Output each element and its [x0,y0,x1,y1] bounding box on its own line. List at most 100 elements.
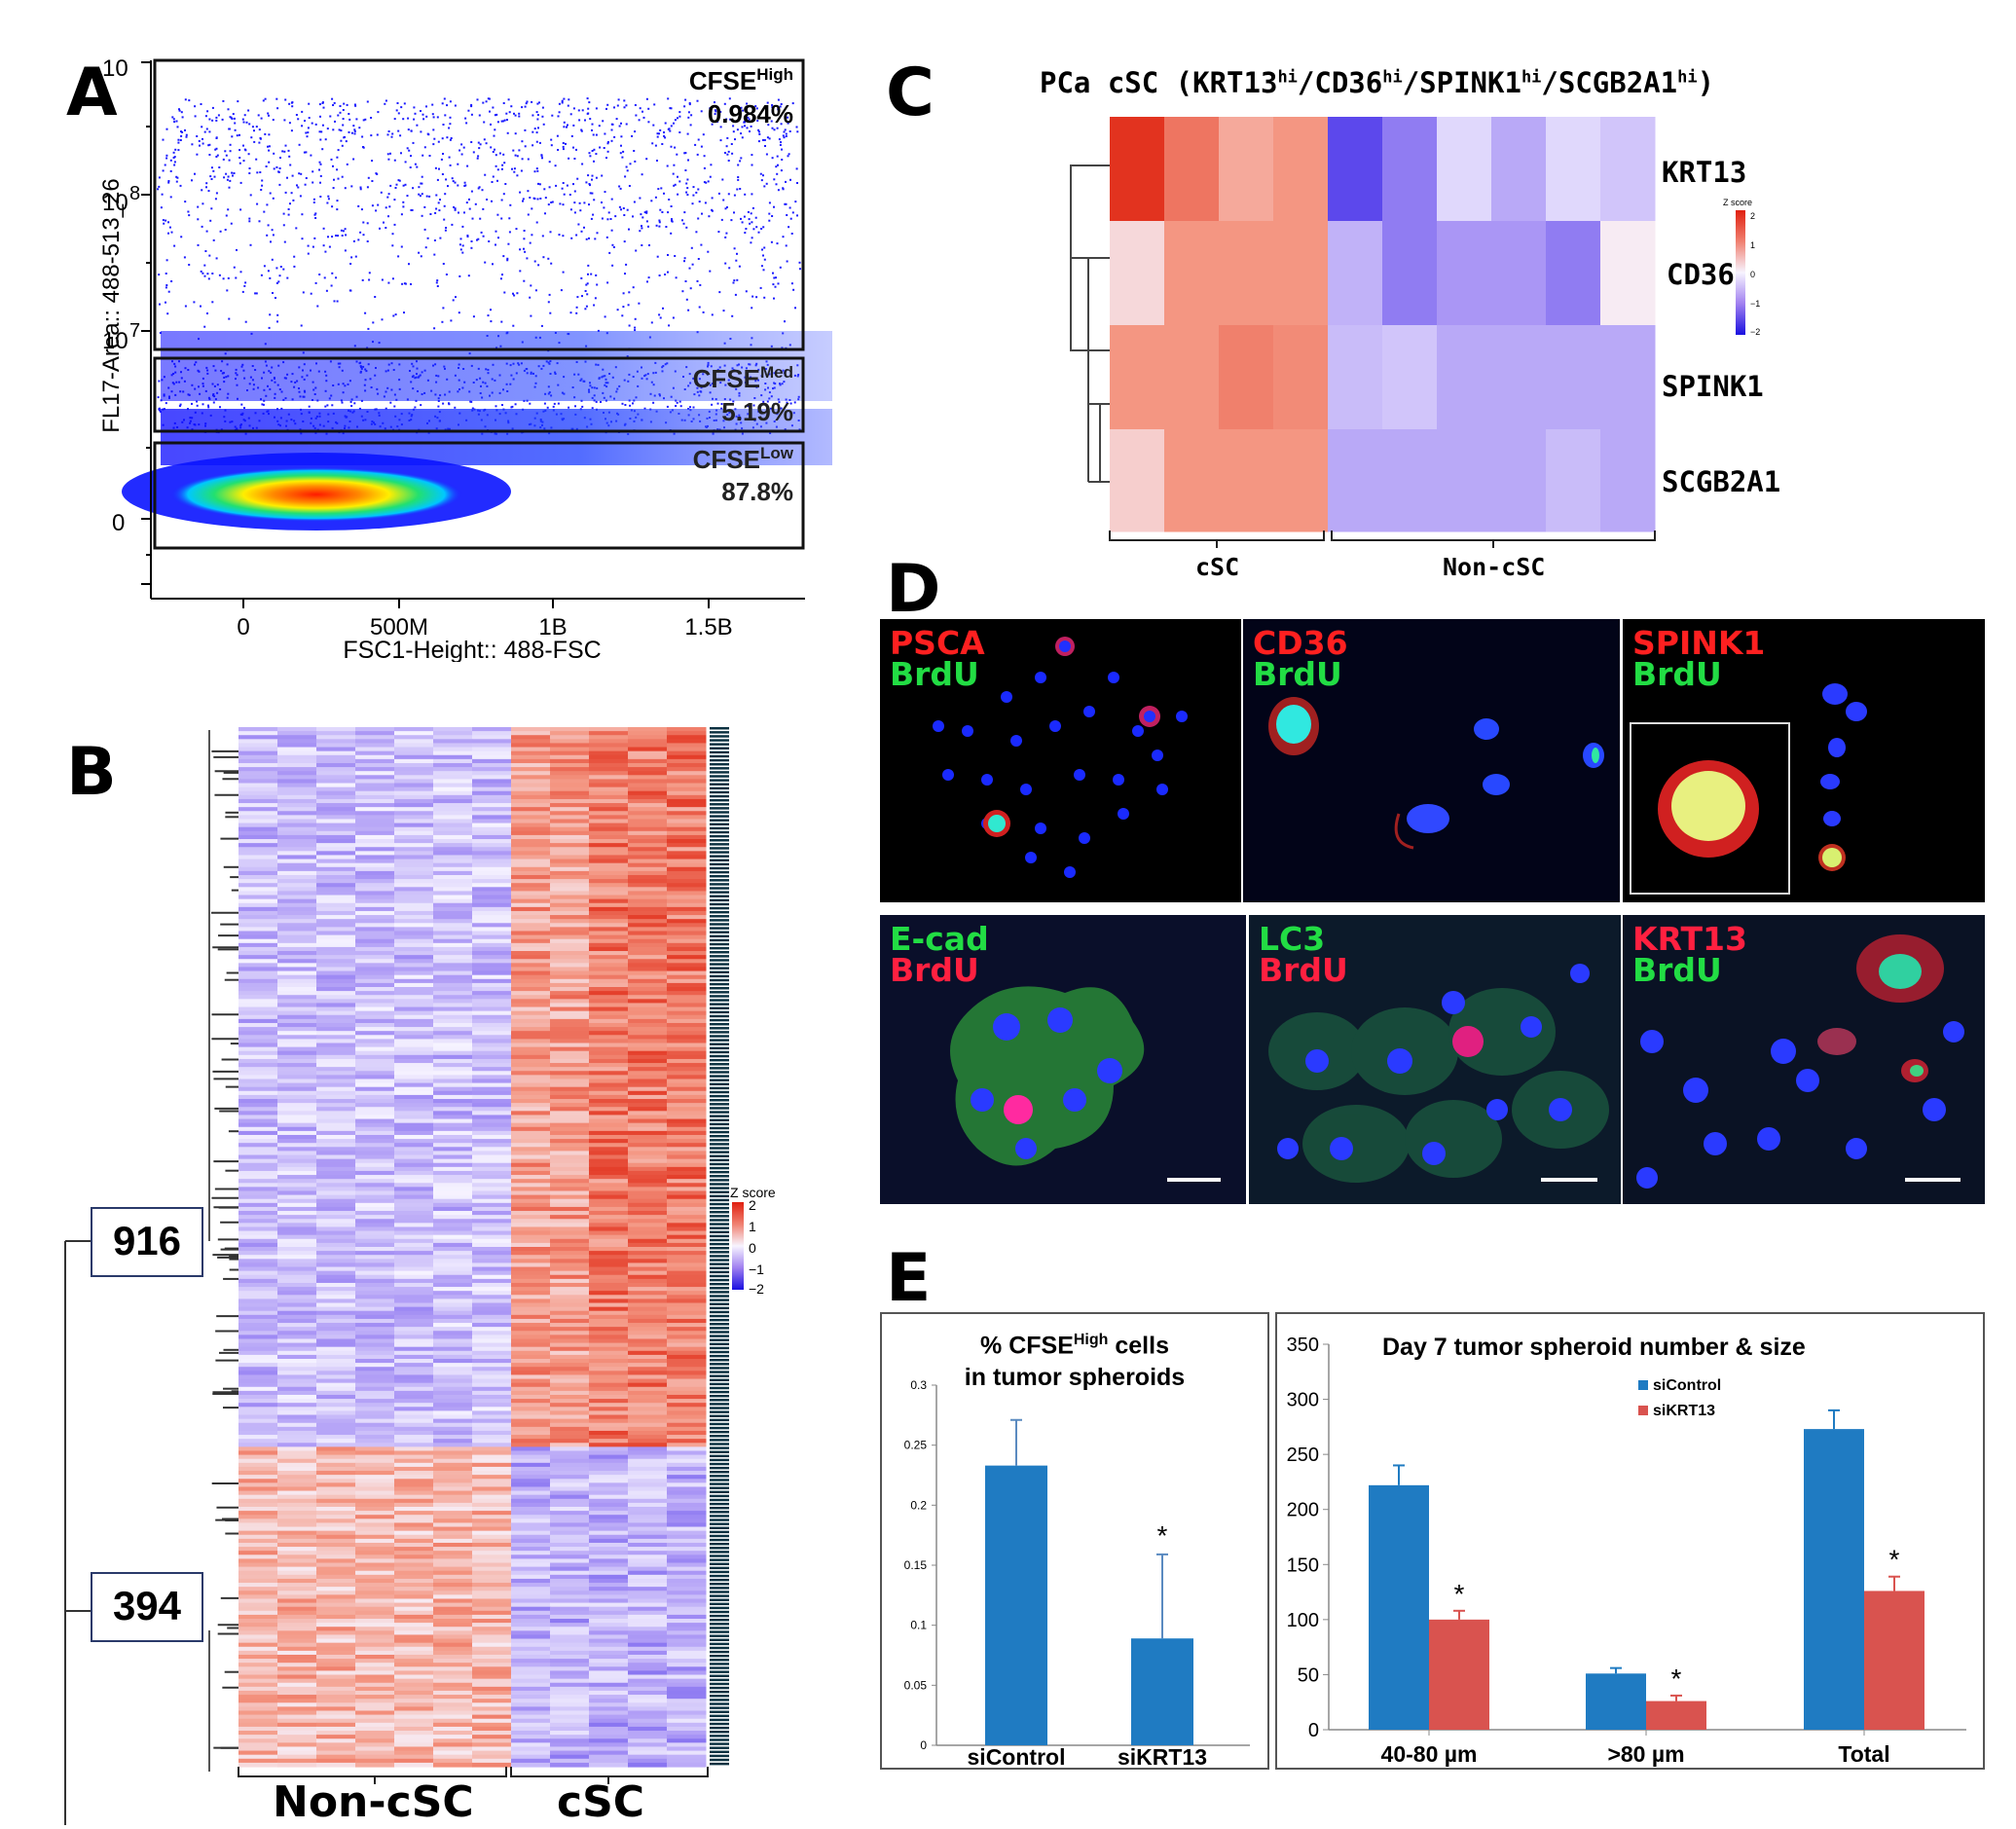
heatmap-b-cell [433,1162,473,1168]
heatmap-b-cell [277,1570,317,1576]
heatmap-b-cell [433,1238,473,1244]
heatmap-b-cell [589,767,629,772]
heatmap-b-cell [238,982,278,988]
heatmap-b-cell [433,1350,473,1356]
flow-event [330,158,333,161]
flow-event [551,201,554,203]
flow-event [213,175,216,178]
heatmap-b-cell [238,1471,278,1476]
flow-event [444,229,447,232]
heatmap-b-cell [472,823,512,828]
heatmap-b-cell [277,915,317,920]
heatmap-b-cell [667,1079,707,1084]
flow-event [467,109,470,112]
flow-event [227,276,230,279]
flow-event [397,255,400,258]
heatmap-b-cell [355,1562,395,1568]
heatmap-b-cell [355,1223,395,1228]
heatmap-b-cell [628,771,668,776]
flow-event [488,240,491,242]
flow-event [513,170,516,173]
heatmap-b-cell [238,1407,278,1412]
heatmap-b-cell [316,915,356,920]
flow-event [593,199,596,201]
heatmap-b-cell [316,1179,356,1184]
heatmap-b-cell [238,1318,278,1324]
heatmap-b-cell [511,1479,551,1483]
heatmap-b-cell [511,786,551,792]
heatmap-b-cell [316,898,356,904]
heatmap-b-cell [355,1198,395,1204]
heatmap-b-cell [550,1099,590,1104]
heatmap-b-cell [355,843,395,848]
flow-event [562,271,565,274]
heatmap-b-cell [628,1282,668,1288]
heatmap-b-cell [589,1219,629,1224]
flow-event [775,165,778,168]
heatmap-b-cell [355,942,395,948]
flow-event [658,221,661,224]
heatmap-b-cell [238,859,278,864]
heatmap-b-cell [355,1139,395,1144]
heatmap-b-cell [433,1547,473,1552]
heatmap-b-cell [628,974,668,980]
heatmap-b-cell [277,1234,317,1240]
flow-event [697,217,700,220]
flow-event [239,208,242,211]
heatmap-b-cell [550,794,590,800]
flow-event [239,271,242,274]
heatmap-b-cell [589,883,629,888]
heatmap-b-cell [472,779,512,785]
heatmap-b-cell [511,1314,551,1320]
heatmap-b-cell [433,1394,473,1400]
heatmap-b-cell [394,1562,434,1568]
heatmap-b-cell [394,771,434,776]
heatmap-b-cell [550,1234,590,1240]
heatmap-b-cell [550,999,590,1005]
heatmap-b-cell [355,758,395,764]
flow-event [453,205,456,208]
heatmap-b-cell [550,1390,590,1396]
heatmap-b-cell [511,866,551,872]
heatmap-b-cell [511,999,551,1005]
heatmap-b-cell [550,1054,590,1060]
flow-event [745,290,748,293]
flow-event [364,311,367,314]
heatmap-b-cell [667,1371,707,1376]
heatmap-b-cell [277,1439,317,1444]
flow-event [558,111,561,114]
flow-event [291,101,294,104]
flow-event [216,154,219,157]
heatmap-b-cell [589,807,629,812]
flow-event [194,115,197,118]
heatmap-b-cell [667,839,707,844]
heatmap-b-cell [394,1314,434,1320]
heatmap-b-cell [316,1490,356,1496]
heatmap-b-cell [355,815,395,821]
flow-event [210,178,213,180]
flow-event [381,318,384,321]
flow-event [490,320,493,323]
flow-event [366,100,369,103]
heatmap-b-cell [589,974,629,980]
heatmap-b-cell [355,870,395,876]
heatmap-b-cell [394,783,434,788]
heatmap-b-cell [433,1530,473,1536]
flow-event [703,181,706,184]
heatmap-b-cell [277,1574,317,1580]
heatmap-b-cell [511,927,551,933]
heatmap-b-cell [355,790,395,796]
heatmap-b-cell [277,1022,317,1028]
heatmap-b-cell [550,1547,590,1552]
flow-event [157,396,160,399]
heatmap-b-cell [589,1570,629,1576]
heatmap-b-cell [589,758,629,764]
flow-event [485,100,488,103]
flow-event [444,114,447,117]
heatmap-b-cell [511,1566,551,1572]
heatmap-b-cell [628,859,668,864]
heatmap-b-cell [589,1111,629,1116]
heatmap-b-cell [511,807,551,812]
flow-event [261,179,264,182]
heatmap-b-cell [277,1031,317,1036]
